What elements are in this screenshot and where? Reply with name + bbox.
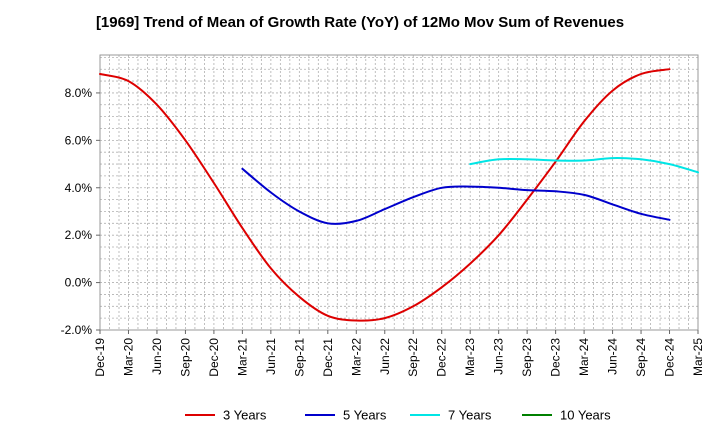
x-tick-label: Dec-20 [207, 338, 221, 377]
x-tick-label: Dec-23 [549, 338, 563, 377]
x-tick-label: Dec-24 [663, 338, 677, 377]
x-tick-label: Dec-22 [435, 338, 449, 377]
x-tick-label: Sep-21 [292, 338, 306, 377]
y-tick-label: 6.0% [65, 133, 93, 147]
chart-title: [1969] Trend of Mean of Growth Rate (YoY… [95, 14, 625, 31]
x-tick-label: Dec-21 [321, 338, 335, 377]
y-tick-label: 8.0% [65, 86, 93, 100]
series-line-3-years [99, 68, 671, 322]
x-tick-label: Dec-19 [93, 338, 107, 377]
x-axis: Dec-19 Mar-20 Jun-20 Sep-20 Dec-20 Mar-21 Jun-… [93, 330, 705, 377]
plot-frame [99, 54, 699, 331]
y-tick-label: -2.0% [61, 323, 93, 337]
series-line-5-years [241, 167, 671, 225]
y-tick-label: 2.0% [65, 228, 93, 242]
x-tick-label: Jun-24 [606, 338, 620, 375]
y-tick-label: 0.0% [65, 276, 93, 290]
legend-label: 5 Years [343, 408, 387, 423]
x-tick-label: Mar-21 [235, 338, 249, 376]
series-lines [99, 68, 699, 322]
x-tick-label: Jun-22 [378, 338, 392, 375]
x-tick-label: Mar-24 [577, 338, 591, 376]
legend: 3 Years 5 Years 7 Years 10 Years [185, 408, 611, 423]
y-axis: -2.0% 0.0% 2.0% 4.0% 6.0% 8.0% [61, 86, 100, 337]
x-tick-label: Jun-23 [492, 338, 506, 375]
legend-label: 10 Years [560, 408, 611, 423]
series-line-7-years [469, 157, 699, 174]
x-tick-label: Mar-25 [691, 338, 705, 376]
grid-lines [100, 55, 698, 330]
x-tick-label: Mar-20 [121, 338, 135, 376]
y-tick-label: 4.0% [65, 181, 93, 195]
x-tick-label: Sep-23 [520, 338, 534, 377]
x-tick-label: Mar-22 [349, 338, 363, 376]
legend-label: 3 Years [223, 408, 267, 423]
x-tick-label: Jun-20 [150, 338, 164, 375]
x-tick-label: Sep-22 [406, 338, 420, 377]
legend-label: 7 Years [448, 408, 492, 423]
x-tick-label: Mar-23 [463, 338, 477, 376]
x-tick-label: Jun-21 [264, 338, 278, 375]
x-tick-label: Sep-24 [634, 338, 648, 377]
x-tick-label: Sep-20 [178, 338, 192, 377]
